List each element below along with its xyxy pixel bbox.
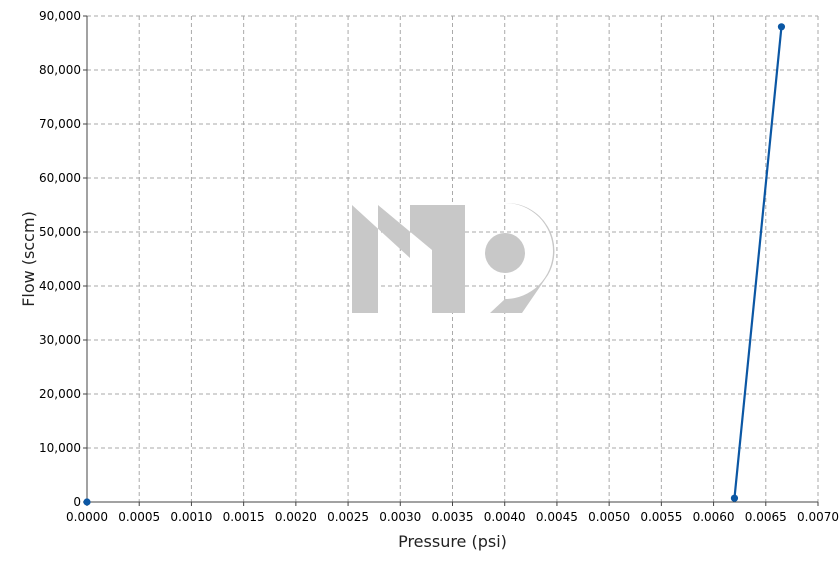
y-tick-label: 30,000 xyxy=(39,333,81,347)
y-tick-label: 60,000 xyxy=(39,171,81,185)
x-tick-label: 0.0060 xyxy=(693,510,735,524)
x-tick-label: 0.0050 xyxy=(588,510,630,524)
x-tick-label: 0.0055 xyxy=(640,510,682,524)
x-tick-label: 0.0045 xyxy=(536,510,578,524)
y-tick-label: 70,000 xyxy=(39,117,81,131)
x-tick-label: 0.0030 xyxy=(379,510,421,524)
m19-watermark-logo xyxy=(352,202,555,313)
data-point xyxy=(777,23,786,31)
tick-labels: 0.0000 0.0005 0.0010 0.0015 0.0020 0.0025 0.00… xyxy=(39,9,839,524)
x-tick-label: 0.0070 xyxy=(797,510,839,524)
x-tick-label: 0.0035 xyxy=(432,510,474,524)
axes xyxy=(83,15,819,506)
y-tick-label: 90,000 xyxy=(39,9,81,23)
series-layer xyxy=(83,23,786,506)
x-tick-label: 0.0025 xyxy=(327,510,369,524)
y-tick-label: 50,000 xyxy=(39,225,81,239)
y-tick-label: 80,000 xyxy=(39,63,81,77)
x-tick-label: 0.0065 xyxy=(745,510,787,524)
x-tick-label: 0.0015 xyxy=(223,510,265,524)
y-tick-label: 40,000 xyxy=(39,279,81,293)
data-point xyxy=(730,494,739,502)
x-tick-label: 0.0005 xyxy=(118,510,160,524)
x-tick-label: 0.0010 xyxy=(170,510,212,524)
series-line xyxy=(733,26,783,499)
x-tick-label: 0.0000 xyxy=(66,510,108,524)
y-tick-label: 10,000 xyxy=(39,441,81,455)
y-tick-label: 20,000 xyxy=(39,387,81,401)
x-tick-label: 0.0020 xyxy=(275,510,317,524)
data-point xyxy=(83,498,91,506)
x-tick-label: 0.0040 xyxy=(484,510,526,524)
x-axis-title: Pressure (psi) xyxy=(398,532,507,551)
y-tick-label: 0 xyxy=(73,495,81,509)
y-axis-title: Flow (sccm) xyxy=(19,211,38,307)
